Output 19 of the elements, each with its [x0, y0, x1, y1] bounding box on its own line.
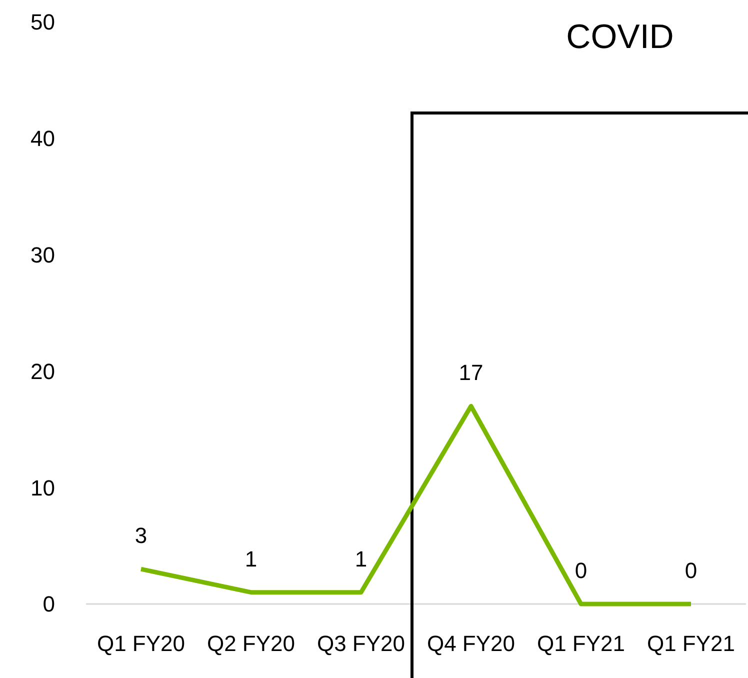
x-tick-label: Q1 FY21: [646, 631, 736, 656]
y-tick-label: 20: [30, 358, 55, 384]
ref-line-label: COVID: [566, 18, 674, 56]
data-label: 1: [354, 546, 368, 572]
data-label: 17: [458, 360, 484, 386]
x-tick-label: Q1 FY20: [96, 631, 186, 656]
x-tick-label: Q4 FY20: [426, 631, 516, 656]
x-tick-label: Q3 FY20: [316, 631, 406, 656]
x-tick-label: Q1 FY21: [536, 631, 626, 656]
y-tick-label: 50: [30, 10, 55, 35]
x-tick-label: Q2 FY20: [206, 631, 296, 656]
data-label: 1: [244, 546, 258, 572]
y-tick-label: 30: [30, 242, 55, 268]
data-label: 3: [134, 523, 148, 548]
y-tick-label: 40: [30, 126, 55, 152]
y-tick-label: 10: [30, 475, 55, 500]
data-label: 0: [684, 558, 698, 583]
y-tick-label: 0: [42, 592, 55, 617]
data-label: 0: [574, 558, 588, 583]
